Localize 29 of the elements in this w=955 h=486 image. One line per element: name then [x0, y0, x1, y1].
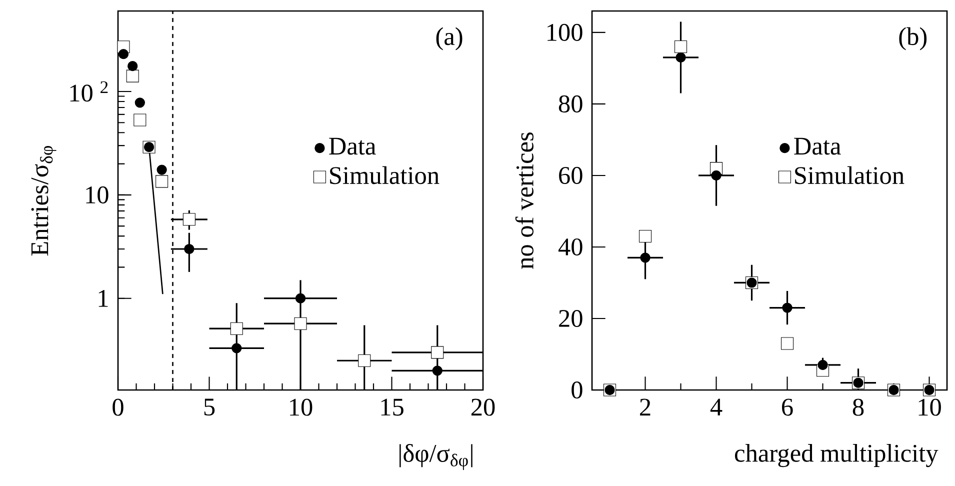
y-tick-label: 10 $^{2}$ [70, 81, 108, 102]
x-axis-title: charged multiplicity [735, 444, 938, 468]
y-axis-title: Entries/σ$_{δφ}$ [31, 146, 56, 256]
x-axis-title: |δφ/σ$_{δφ}$| [400, 444, 472, 470]
x-tick-label: 2 [640, 398, 650, 416]
x-tick-label: 10 [290, 398, 312, 416]
x-tick-label: 6 [782, 398, 793, 416]
legend-label: Data [794, 138, 841, 155]
y-tick-label: 80 [558, 95, 582, 113]
legend-label: Data [329, 138, 376, 155]
x-tick-label: 20 [471, 398, 495, 416]
x-tick-label: 8 [852, 398, 864, 416]
x-tick-label: 4 [710, 398, 722, 416]
y-tick-label: 1 [98, 290, 108, 307]
y-axis-title: no of vertices [515, 132, 534, 269]
x-tick-label: 5 [204, 398, 215, 416]
y-tick-label: 40 [558, 238, 582, 256]
y-tick-label: 60 [559, 166, 582, 184]
x-tick-label: 15 [381, 398, 404, 416]
y-tick-label: 20 [559, 310, 582, 328]
annotation: (a) [436, 27, 462, 50]
y-tick-label: 10 [86, 186, 108, 204]
y-tick-label: 0 [572, 381, 582, 399]
annotation: (b) [899, 27, 927, 50]
legend-label: Simulation [330, 166, 440, 184]
x-tick-label: 0 [112, 398, 124, 416]
x-tick-label: 10 [918, 398, 941, 416]
y-tick-label: 100 [548, 24, 582, 42]
legend-label: Simulation [795, 166, 904, 184]
